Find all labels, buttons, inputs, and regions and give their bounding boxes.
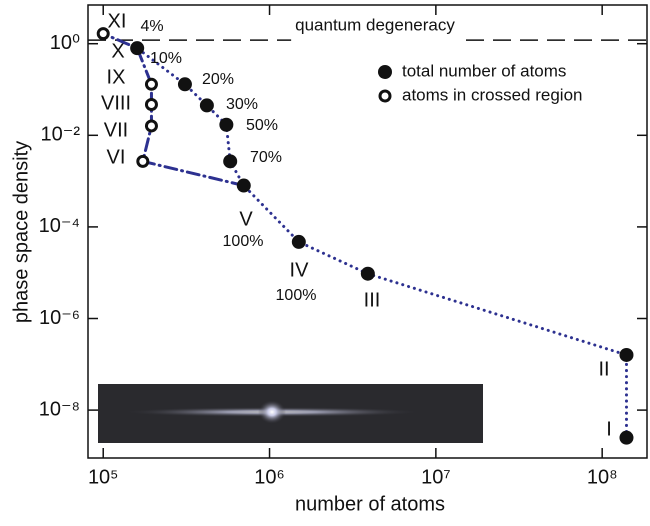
annotation: 50%: [246, 117, 278, 134]
data-point: [144, 77, 158, 91]
data-point: [360, 266, 375, 281]
data-point: [619, 430, 634, 445]
annotation: IV: [290, 259, 310, 281]
x-tick-label: 10⁷: [421, 466, 450, 488]
legend-label: total number of atoms: [402, 61, 566, 80]
data-point: [144, 119, 158, 133]
x-axis-label: number of atoms: [295, 493, 445, 515]
data-point: [96, 27, 110, 41]
annotation: 100%: [223, 233, 264, 250]
data-point: [177, 77, 192, 92]
data-point: [130, 41, 145, 56]
legend-marker: [378, 89, 392, 103]
annotation: VII: [104, 119, 128, 141]
annotation: 100%: [276, 287, 317, 304]
data-point: [219, 117, 234, 132]
annotation: II: [598, 358, 609, 380]
annotation: I: [606, 418, 612, 440]
annotation: X: [111, 40, 124, 62]
annotation: 20%: [202, 71, 234, 88]
data-point: [144, 98, 158, 112]
series-line: [135, 46, 628, 440]
data-point: [236, 178, 251, 193]
annotation: 4%: [140, 18, 163, 35]
y-tick-label: 10⁻²: [41, 124, 81, 146]
annotation: 30%: [226, 96, 258, 113]
y-tick-label: 10⁰: [50, 32, 80, 54]
annotation: XI: [108, 10, 127, 32]
legend-marker: [378, 65, 392, 79]
annotation: V: [239, 208, 253, 230]
label-gap: [291, 38, 460, 43]
data-point: [199, 98, 214, 113]
legend-label: atoms in crossed region: [402, 85, 582, 104]
y-axis-label: phase space density: [10, 141, 32, 323]
data-point: [291, 234, 306, 249]
x-tick-label: 10⁸: [587, 466, 618, 488]
y-tick-label: 10⁻⁸: [39, 398, 80, 420]
annotation: VI: [107, 146, 126, 168]
data-point: [223, 154, 238, 169]
y-tick-label: 10⁻⁴: [39, 215, 80, 237]
annotation: IX: [107, 66, 126, 88]
data-point: [619, 347, 634, 362]
y-tick-label: 10⁻⁶: [39, 307, 80, 329]
annotation: VIII: [101, 92, 131, 114]
annotation: 10%: [150, 50, 182, 67]
annotation: III: [364, 289, 381, 311]
x-tick-label: 10⁶: [254, 466, 284, 488]
data-point: [136, 154, 150, 168]
reference-label: quantum degeneracy: [295, 16, 455, 35]
x-tick-label: 10⁵: [88, 466, 119, 488]
inset-image: [98, 384, 483, 443]
plot-frame: [87, 4, 648, 459]
annotation: 70%: [250, 149, 282, 166]
